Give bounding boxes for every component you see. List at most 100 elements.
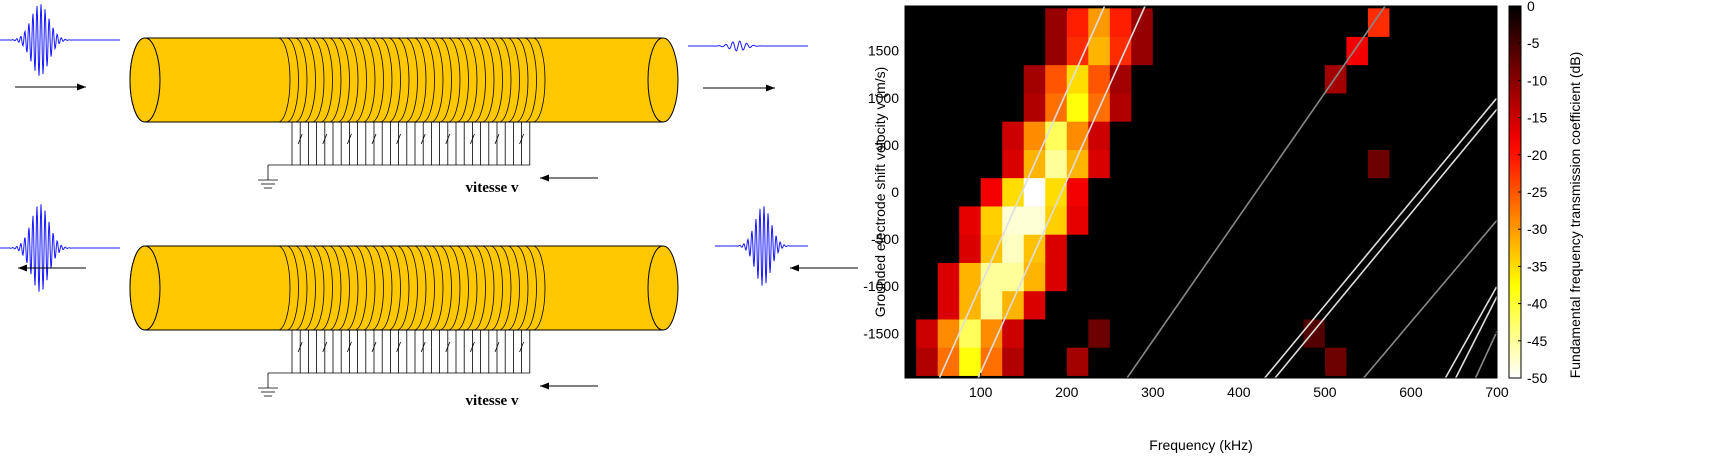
heatmap-cell bbox=[1324, 262, 1347, 292]
heatmap-cell bbox=[1303, 64, 1326, 94]
heatmap-cell bbox=[1174, 8, 1197, 37]
heatmap-cell bbox=[1152, 206, 1175, 235]
coil bbox=[277, 37, 291, 123]
switch bbox=[396, 341, 401, 353]
heatmap-cell bbox=[905, 290, 917, 320]
heatmap-cell bbox=[1088, 262, 1111, 292]
heatmap-cell bbox=[1109, 290, 1132, 320]
coil bbox=[439, 37, 452, 123]
heatmap-cell bbox=[1152, 8, 1175, 37]
y-axis-label: Grounded electrode shift velocity v (m/s… bbox=[872, 67, 888, 318]
arrow-head bbox=[540, 382, 549, 390]
heatmap-cell bbox=[1002, 319, 1025, 348]
colorbar-tick-label: -15 bbox=[1527, 110, 1547, 126]
switch bbox=[371, 341, 377, 353]
heatmap-cell bbox=[1367, 36, 1390, 66]
heatmap-cell bbox=[1432, 177, 1455, 207]
heatmap-cell bbox=[980, 8, 1003, 37]
heatmap-cell bbox=[1260, 121, 1283, 150]
heatmap-cell bbox=[1432, 347, 1455, 376]
coil bbox=[362, 37, 376, 123]
heatmap-cell bbox=[1303, 36, 1326, 66]
heatmap-cell bbox=[1281, 64, 1304, 94]
heatmap-cell bbox=[1453, 319, 1476, 348]
heatmap-cell bbox=[1432, 8, 1455, 37]
heatmap-cell bbox=[1174, 206, 1197, 235]
coil bbox=[430, 245, 444, 331]
heatmap-cell bbox=[916, 64, 938, 94]
heatmap-cell bbox=[1023, 36, 1046, 66]
heatmap-cell bbox=[1324, 93, 1347, 122]
heatmap-cell bbox=[1389, 177, 1412, 207]
heatmap-cell bbox=[1238, 177, 1261, 207]
heatmap-cell bbox=[1066, 64, 1089, 94]
coil bbox=[311, 245, 325, 331]
switch bbox=[347, 133, 352, 145]
heatmap-cell bbox=[1109, 319, 1132, 348]
heatmap-cell bbox=[1217, 290, 1240, 320]
heatmap-cell bbox=[980, 149, 1003, 179]
heatmap-cell bbox=[1432, 319, 1455, 348]
heatmap-cell bbox=[1109, 262, 1132, 292]
heatmap-cell bbox=[959, 121, 982, 150]
heatmap-cell bbox=[1174, 177, 1197, 207]
heatmap-cell bbox=[980, 319, 1003, 348]
heatmap-cell bbox=[916, 319, 938, 348]
heatmap-cell bbox=[1453, 234, 1476, 263]
heatmap-cell bbox=[1088, 290, 1111, 320]
heatmap-cell bbox=[1088, 177, 1111, 207]
x-axis-label: Frequency (kHz) bbox=[1149, 437, 1252, 453]
heatmap-cell bbox=[905, 319, 917, 348]
heatmap-cell bbox=[1260, 8, 1283, 37]
waveguide-end bbox=[647, 37, 664, 123]
heatmap-cell bbox=[1131, 290, 1154, 320]
heatmap-cell bbox=[905, 177, 917, 207]
heatmap-cell bbox=[980, 177, 1003, 207]
heatmap-cell bbox=[1410, 319, 1433, 348]
heatmap-cell bbox=[1303, 8, 1326, 37]
heatmap-cell bbox=[937, 121, 960, 150]
y-tick-label: -1000 bbox=[863, 278, 899, 294]
heatmap-cell bbox=[905, 262, 917, 292]
heatmap-cell bbox=[1281, 93, 1304, 122]
heatmap-cell bbox=[1045, 8, 1068, 37]
model-curve bbox=[1264, 97, 1497, 378]
heatmap-cell bbox=[1260, 177, 1283, 207]
y-tick-label: 500 bbox=[876, 137, 900, 153]
heatmap-cell bbox=[1023, 8, 1046, 37]
waveguide-end bbox=[129, 37, 161, 123]
heatmap-cell bbox=[1346, 36, 1369, 66]
heatmap-cell bbox=[980, 93, 1003, 122]
x-tick-label: 400 bbox=[1227, 384, 1251, 400]
heatmap-cell bbox=[1195, 319, 1218, 348]
heatmap-cell bbox=[1174, 36, 1197, 66]
heatmap-cell bbox=[1174, 347, 1197, 376]
coil bbox=[507, 37, 520, 123]
heatmap-cell bbox=[1281, 149, 1304, 179]
heatmap-cell bbox=[1174, 319, 1197, 348]
switch bbox=[297, 341, 303, 353]
switch bbox=[445, 133, 451, 145]
coil bbox=[286, 37, 299, 123]
colorbar-tick-label: -40 bbox=[1527, 296, 1547, 312]
heatmap-cell bbox=[1109, 206, 1132, 235]
heatmap-cell bbox=[1002, 149, 1025, 179]
heatmap-cell bbox=[916, 177, 938, 207]
coil bbox=[490, 37, 503, 123]
heatmap-cell bbox=[1260, 347, 1283, 376]
heatmap-cell bbox=[916, 8, 938, 37]
heatmap-cell bbox=[1195, 93, 1218, 122]
heatmap-cell bbox=[1109, 234, 1132, 263]
coil bbox=[430, 37, 444, 123]
heatmap-cell bbox=[1217, 262, 1240, 292]
y-tick-label: -1500 bbox=[863, 325, 899, 341]
heatmap-cell bbox=[959, 262, 982, 292]
model-curve bbox=[1126, 6, 1386, 378]
heatmap-cell bbox=[959, 8, 982, 37]
heatmap-cell bbox=[1238, 206, 1261, 235]
coil bbox=[464, 245, 478, 331]
heatmap-cell bbox=[1346, 93, 1369, 122]
heatmap-cell bbox=[1195, 36, 1218, 66]
heatmap-cell bbox=[1260, 36, 1283, 66]
coil bbox=[422, 37, 435, 123]
